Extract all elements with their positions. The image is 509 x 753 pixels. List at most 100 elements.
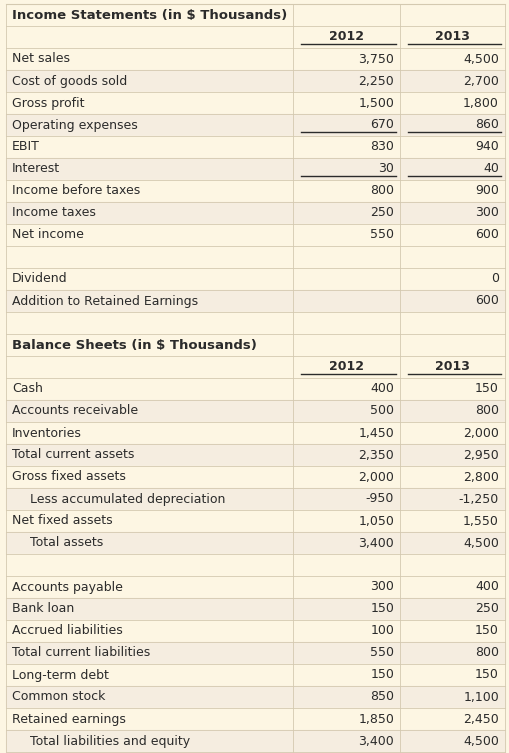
Text: Bank loan: Bank loan: [12, 602, 74, 615]
Text: 1,550: 1,550: [463, 514, 499, 528]
Text: 940: 940: [475, 141, 499, 154]
Bar: [6, 400, 505, 422]
Text: 2012: 2012: [329, 31, 364, 44]
Text: 30: 30: [378, 163, 394, 175]
Bar: [6, 466, 505, 488]
Bar: [6, 598, 505, 620]
Bar: [6, 136, 505, 158]
Text: 300: 300: [371, 581, 394, 593]
Bar: [6, 378, 505, 400]
Bar: [6, 576, 505, 598]
Text: 4,500: 4,500: [463, 734, 499, 748]
Text: 2,950: 2,950: [463, 449, 499, 462]
Bar: [6, 730, 505, 752]
Text: Balance Sheets (in $ Thousands): Balance Sheets (in $ Thousands): [12, 339, 257, 352]
Bar: [6, 70, 505, 92]
Text: 400: 400: [475, 581, 499, 593]
Text: 250: 250: [371, 206, 394, 220]
Bar: [6, 620, 505, 642]
Bar: [6, 642, 505, 664]
Text: 830: 830: [371, 141, 394, 154]
Text: Less accumulated depreciation: Less accumulated depreciation: [22, 492, 225, 505]
Text: 150: 150: [475, 624, 499, 638]
Text: Accounts receivable: Accounts receivable: [12, 404, 138, 417]
Text: -950: -950: [366, 492, 394, 505]
Text: 1,050: 1,050: [358, 514, 394, 528]
Text: 150: 150: [371, 669, 394, 681]
Text: 150: 150: [371, 602, 394, 615]
Text: Cash: Cash: [12, 383, 43, 395]
Text: Income taxes: Income taxes: [12, 206, 96, 220]
Bar: [6, 686, 505, 708]
Text: Gross profit: Gross profit: [12, 96, 84, 109]
Bar: [6, 356, 505, 378]
Bar: [6, 224, 505, 246]
Text: 2,700: 2,700: [463, 75, 499, 87]
Text: 2,000: 2,000: [358, 471, 394, 483]
Text: Addition to Retained Earnings: Addition to Retained Earnings: [12, 294, 198, 307]
Text: 1,100: 1,100: [463, 691, 499, 703]
Text: 550: 550: [370, 647, 394, 660]
Text: 1,500: 1,500: [358, 96, 394, 109]
Text: Total current assets: Total current assets: [12, 449, 134, 462]
Bar: [6, 290, 505, 312]
Text: 40: 40: [483, 163, 499, 175]
Text: 600: 600: [475, 294, 499, 307]
Text: EBIT: EBIT: [12, 141, 40, 154]
Bar: [6, 444, 505, 466]
Text: 800: 800: [370, 184, 394, 197]
Bar: [6, 664, 505, 686]
Bar: [6, 48, 505, 70]
Text: 900: 900: [475, 184, 499, 197]
Bar: [6, 202, 505, 224]
Text: Operating expenses: Operating expenses: [12, 118, 138, 132]
Text: 3,400: 3,400: [358, 536, 394, 550]
Text: 150: 150: [475, 669, 499, 681]
Bar: [6, 312, 505, 334]
Bar: [6, 268, 505, 290]
Text: 300: 300: [475, 206, 499, 220]
Text: Net fixed assets: Net fixed assets: [12, 514, 112, 528]
Text: Net sales: Net sales: [12, 53, 70, 66]
Text: Gross fixed assets: Gross fixed assets: [12, 471, 126, 483]
Text: Cost of goods sold: Cost of goods sold: [12, 75, 127, 87]
Bar: [6, 246, 505, 268]
Bar: [6, 114, 505, 136]
Text: 100: 100: [371, 624, 394, 638]
Text: 2013: 2013: [435, 361, 470, 373]
Text: 1,850: 1,850: [358, 712, 394, 725]
Text: 2,800: 2,800: [463, 471, 499, 483]
Text: 150: 150: [475, 383, 499, 395]
Text: Total assets: Total assets: [22, 536, 103, 550]
Bar: [6, 26, 505, 48]
Text: 860: 860: [475, 118, 499, 132]
Text: 850: 850: [370, 691, 394, 703]
Text: 0: 0: [491, 273, 499, 285]
Text: 2,000: 2,000: [463, 426, 499, 440]
Bar: [6, 510, 505, 532]
Text: 4,500: 4,500: [463, 53, 499, 66]
Text: Total liabilities and equity: Total liabilities and equity: [22, 734, 190, 748]
Text: 2012: 2012: [329, 361, 364, 373]
Text: 800: 800: [475, 404, 499, 417]
Bar: [6, 532, 505, 554]
Bar: [6, 422, 505, 444]
Text: 550: 550: [370, 228, 394, 242]
Text: Interest: Interest: [12, 163, 60, 175]
Text: 400: 400: [371, 383, 394, 395]
Text: 250: 250: [475, 602, 499, 615]
Text: Net income: Net income: [12, 228, 84, 242]
Bar: [6, 554, 505, 576]
Bar: [6, 92, 505, 114]
Text: 600: 600: [475, 228, 499, 242]
Bar: [6, 708, 505, 730]
Text: 500: 500: [370, 404, 394, 417]
Text: 3,750: 3,750: [358, 53, 394, 66]
Text: 670: 670: [371, 118, 394, 132]
Text: Retained earnings: Retained earnings: [12, 712, 126, 725]
Text: 1,800: 1,800: [463, 96, 499, 109]
Text: 1,450: 1,450: [358, 426, 394, 440]
Bar: [6, 180, 505, 202]
Text: 800: 800: [475, 647, 499, 660]
Text: Accounts payable: Accounts payable: [12, 581, 123, 593]
